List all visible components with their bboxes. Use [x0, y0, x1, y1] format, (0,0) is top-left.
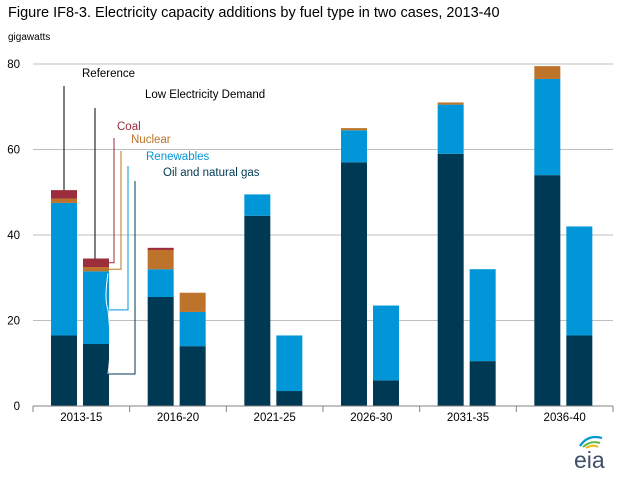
- x-tick-labels: 2013-15 2016-20 2021-25 2026-30 2031-35 2036-…: [60, 412, 586, 424]
- bar-segment-renewables: [341, 130, 367, 163]
- bar-segment-nuclear: [437, 102, 464, 105]
- bar-segment-renewables: [534, 78, 561, 176]
- gridlines: [33, 63, 613, 321]
- chart-title: Figure IF8-3. Electricity capacity addit…: [8, 5, 500, 21]
- legend-annotations: Reference Low Electricity Demand CoalNucle…: [63, 68, 265, 375]
- bar-segment-oil-and-natural-gas: [566, 335, 593, 406]
- bar-segment-coal: [51, 190, 77, 199]
- annotation-nuclear: Nuclear: [131, 134, 171, 146]
- bar-segment-nuclear: [147, 249, 174, 270]
- x-axis: [32, 405, 614, 412]
- bar-segment-oil-and-natural-gas: [373, 380, 399, 406]
- y-tick-label: 80: [7, 59, 20, 71]
- bar-segment-oil-and-natural-gas: [83, 344, 109, 406]
- bar-segment-renewables: [469, 269, 496, 362]
- annotation-low-demand: Low Electricity Demand: [145, 89, 265, 101]
- bar-segment-renewables: [147, 269, 174, 297]
- leader-line-coal: [109, 138, 115, 264]
- bar-bracket-highlight: [105, 273, 111, 375]
- bars: [51, 66, 593, 406]
- bar-segment-oil-and-natural-gas: [147, 296, 174, 406]
- bar-segment-oil-and-natural-gas: [51, 335, 77, 406]
- bar-segment-renewables: [276, 335, 303, 392]
- annotation-oil-gas: Oil and natural gas: [163, 167, 260, 179]
- y-tick-label: 40: [7, 230, 20, 242]
- bar-segment-renewables: [437, 104, 464, 154]
- y-tick-labels: 0 20 40 60 80: [7, 59, 20, 413]
- bar-segment-oil-and-natural-gas: [244, 215, 271, 406]
- annotation-renewables: Renewables: [146, 151, 210, 163]
- bar-segment-oil-and-natural-gas: [179, 346, 206, 406]
- eia-logo-icon: [579, 435, 603, 449]
- annotation-reference: Reference: [82, 68, 135, 80]
- annotation-coal: Coal: [117, 121, 141, 133]
- leader-line-renewables: [109, 166, 129, 311]
- x-tick-label: 2031-35: [447, 412, 489, 424]
- bar-segment-oil-and-natural-gas: [437, 153, 464, 406]
- x-tick-label: 2026-30: [350, 412, 392, 424]
- bar-segment-renewables: [51, 202, 77, 336]
- bar-segment-oil-and-natural-gas: [534, 175, 561, 406]
- x-tick-label: 2036-40: [544, 412, 586, 424]
- bar-segment-coal: [147, 247, 174, 250]
- bar-segment-nuclear: [341, 128, 367, 131]
- x-tick-label: 2016-20: [157, 412, 199, 424]
- bar-segment-nuclear: [179, 292, 206, 312]
- bar-segment-oil-and-natural-gas: [276, 391, 303, 406]
- bar-segment-renewables: [373, 305, 399, 381]
- bar-segment-oil-and-natural-gas: [469, 361, 496, 406]
- bar-segment-oil-and-natural-gas: [341, 162, 367, 406]
- y-tick-label: 60: [7, 145, 20, 157]
- x-tick-label: 2021-25: [254, 412, 296, 424]
- bar-segment-renewables: [179, 311, 206, 347]
- y-tick-label: 0: [14, 401, 20, 413]
- leader-line-nuclear: [109, 151, 122, 270]
- bar-segment-renewables: [244, 194, 271, 216]
- bar-segment-renewables: [83, 271, 109, 345]
- x-tick-label: 2013-15: [60, 412, 102, 424]
- bar-segment-nuclear: [51, 198, 77, 203]
- eia-logo-text: eia: [574, 447, 605, 473]
- bar-segment-renewables: [566, 226, 593, 336]
- bar-segment-nuclear: [83, 267, 109, 272]
- bar-segment-coal: [83, 258, 109, 268]
- y-tick-label: 20: [7, 316, 20, 328]
- bar-segment-nuclear: [534, 66, 561, 79]
- leader-line-oil-gas: [109, 181, 136, 375]
- y-axis-unit-label: gigawatts: [8, 32, 51, 43]
